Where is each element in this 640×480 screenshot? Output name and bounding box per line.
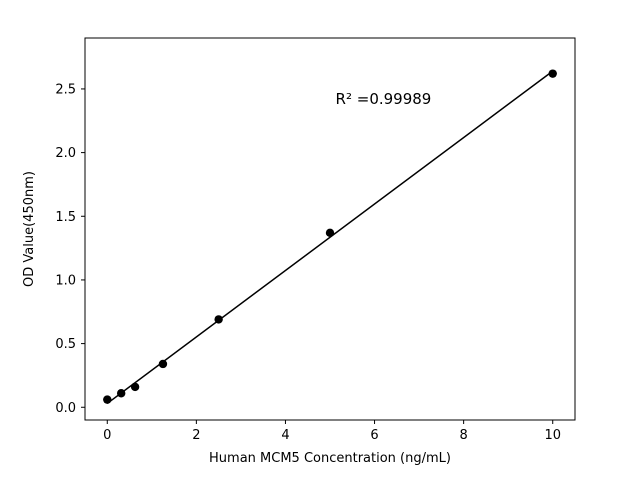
y-tick-label: 1.5	[55, 210, 76, 225]
fit-line	[106, 70, 554, 405]
x-tick-label: 4	[281, 428, 289, 443]
data-point	[103, 395, 112, 404]
data-point	[214, 315, 223, 324]
y-tick-label: 2.5	[55, 82, 76, 97]
y-tick-label: 0.5	[55, 337, 76, 352]
y-tick-label: 1.0	[55, 273, 76, 288]
x-tick-label: 8	[459, 428, 467, 443]
y-axis-label: OD Value(450nm)	[22, 171, 37, 287]
x-tick-label: 0	[103, 428, 111, 443]
x-axis-label: Human MCM5 Concentration (ng/mL)	[209, 451, 451, 466]
data-point	[158, 359, 168, 369]
data-point	[325, 228, 335, 238]
x-tick-label: 10	[544, 428, 561, 443]
data-point	[548, 69, 557, 78]
axes-frame	[84, 37, 576, 421]
y-tick-label: 2.0	[55, 146, 76, 161]
data-point	[130, 382, 140, 392]
plot-area: 0 2 4 6 8 10 0.0 0.5 1.0 1.5 2.0 2.5	[55, 37, 576, 443]
x-tick-label: 6	[370, 428, 378, 443]
data-point	[116, 389, 126, 398]
r-squared-annotation: R² =0.99989	[336, 90, 432, 108]
x-tick-label: 2	[192, 428, 200, 443]
y-tick-label: 0.0	[55, 401, 76, 416]
